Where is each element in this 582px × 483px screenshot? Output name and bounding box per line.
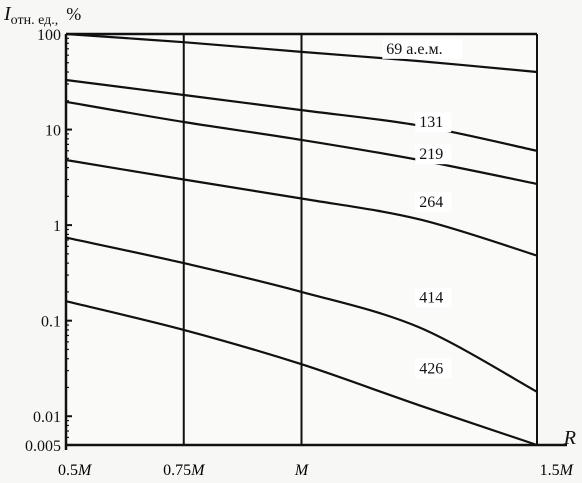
curve-label-bg — [415, 287, 452, 308]
y-tick-label: 100 — [37, 27, 61, 44]
x-tick-unit: M — [77, 462, 93, 479]
y-axis-unit: % — [66, 4, 81, 24]
series-line-2 — [65, 100, 538, 185]
series-label: 414 — [419, 289, 443, 306]
curve-label-bg — [382, 38, 463, 59]
x-tick-unit: M — [190, 462, 206, 479]
curve-label-bg — [415, 191, 452, 212]
x-tick-label: 0.75M — [163, 462, 206, 479]
y-tick-label: 0.1 — [41, 314, 61, 331]
x-tick-value: 1.5 — [540, 462, 560, 479]
x-tick-unit: M — [559, 462, 575, 479]
x-tick-label: M — [294, 462, 310, 479]
x-tick-label: 1.5M — [540, 462, 575, 479]
x-tick-label: 0.5M — [58, 462, 93, 479]
series-line-5 — [65, 300, 538, 447]
x-axis-title: R — [563, 427, 576, 449]
curve-label-bg — [415, 144, 452, 165]
series-label: 131 — [419, 114, 443, 131]
y-tick-label: 0.005 — [25, 438, 61, 455]
y-axis-symbol: I — [3, 3, 12, 25]
y-axis-subscript: отн. ед., — [11, 13, 59, 28]
series-line-4 — [65, 236, 538, 393]
x-tick-value: 0.5 — [58, 462, 78, 479]
curve-label-bg — [415, 358, 452, 379]
series-label: 426 — [419, 361, 443, 378]
y-axis-title: Iотн. ед.,% — [3, 3, 81, 28]
series-label: 264 — [419, 194, 443, 211]
x-tick-value: 0.75 — [163, 462, 191, 479]
curve-label-bg — [415, 112, 452, 133]
y-tick-label: 0.01 — [33, 409, 61, 426]
y-tick-label: 10 — [45, 123, 61, 140]
series-line-3 — [65, 158, 538, 257]
series-label: 219 — [419, 146, 443, 163]
series-line-1 — [65, 78, 538, 152]
series-line-0 — [65, 32, 538, 74]
x-tick-unit: M — [294, 462, 310, 479]
y-tick-label: 1 — [53, 218, 61, 235]
series-label: 69 а.е.м. — [386, 41, 442, 58]
